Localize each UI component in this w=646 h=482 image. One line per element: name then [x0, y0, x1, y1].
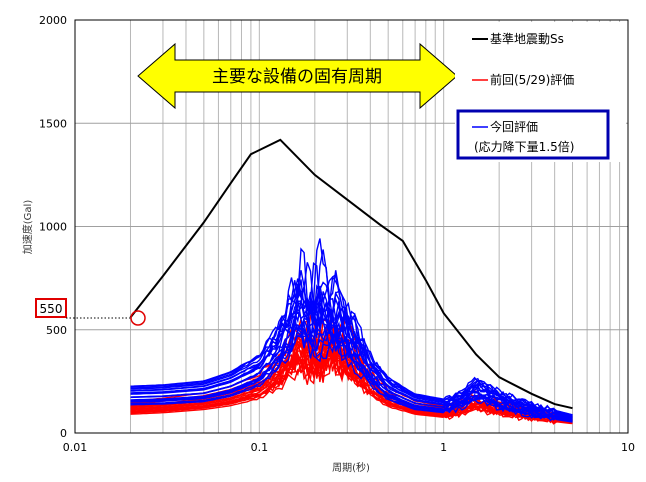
- series-line-previous: [130, 346, 573, 424]
- legend-current-box: [456, 109, 610, 160]
- x-tick-label: 0.1: [251, 441, 269, 454]
- series-line-previous: [130, 348, 573, 424]
- ss-start-circle: [130, 310, 146, 326]
- x-axis-label: 周期(秒): [332, 461, 370, 474]
- period-range-label: 主要な設備の固有周期: [212, 67, 382, 87]
- plot-frame: [74, 19, 629, 434]
- ticks: 0.01 0.1 1 10 0 500 1000 1500 2000: [39, 14, 635, 454]
- y-tick-label: 1000: [39, 221, 67, 234]
- series-layer: [129, 138, 573, 425]
- legend-label-current-note: (応力降下量1.5倍): [474, 139, 574, 154]
- x-tick-label: 0.01: [63, 441, 88, 454]
- series-line-ss: [129, 138, 573, 410]
- series-line-current: [130, 291, 573, 418]
- series-line-current: [130, 247, 573, 423]
- y-axis-label: 加速度(Gal): [21, 200, 34, 255]
- legend-label-current: 今回評価: [490, 119, 538, 134]
- y-tick-label: 500: [46, 324, 67, 337]
- series-line-current: [130, 318, 573, 422]
- y-tick-label: 1500: [39, 117, 67, 130]
- value-550-box: [35, 298, 67, 318]
- y-tick-label: 0: [60, 427, 67, 440]
- y-tick-label: 2000: [39, 14, 67, 27]
- x-tick-label: 1: [440, 441, 447, 454]
- x-tick-label: 10: [621, 441, 635, 454]
- ss-start-annotation: 550: [35, 298, 146, 326]
- legend-label-ss: 基準地震動Ss: [490, 31, 564, 46]
- value-550-label: 550: [40, 302, 63, 316]
- legend-label-previous: 前回(5/29)評価: [490, 72, 574, 87]
- series-line-current: [130, 310, 573, 420]
- legend: 基準地震動Ss 前回(5/29)評価 今回評価 (応力降下量1.5倍): [455, 22, 626, 162]
- series-line-current: [130, 270, 573, 416]
